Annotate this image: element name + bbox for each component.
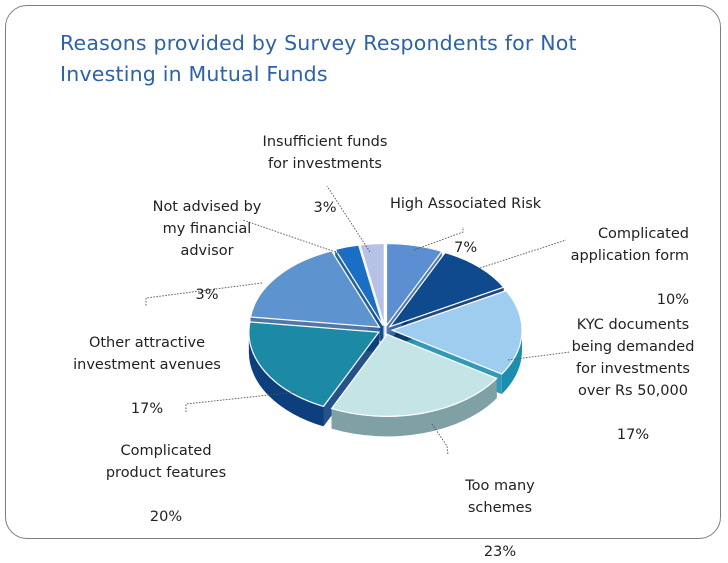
slice-label-value: 20% — [149, 509, 183, 525]
slice-label-kyc-documents: KYC documents being demanded for investm… — [567, 292, 699, 446]
leader-lines — [145, 185, 571, 456]
slice-label-other-investment-avenues: Other attractive investment avenues 17% — [62, 310, 232, 420]
pie-slice-kyc-documents — [390, 289, 523, 375]
leader-line-insufficient-funds — [326, 185, 371, 253]
pie-slice-insufficient-funds — [359, 242, 385, 326]
chart-title: Reasons provided by Survey Respondents f… — [60, 28, 680, 90]
leader-line-not-advised — [242, 219, 348, 257]
slice-label-too-many-schemes: Too many schemes 23% — [455, 453, 545, 563]
slice-label-text: KYC documents being demanded for investm… — [571, 317, 695, 399]
slice-label-value: 7% — [454, 240, 478, 256]
chart-title-line-2: Investing in Mutual Funds — [60, 62, 328, 86]
slice-label-text: Insufficient funds for investments — [262, 134, 388, 172]
slice-label-not-advised: Not advised by my financial advisor 3% — [140, 174, 274, 306]
pie-slice-not-advised — [334, 244, 384, 326]
pie-top-faces — [248, 242, 523, 417]
pie-slice-other-investment-avenues — [249, 250, 381, 328]
slice-label-high-associated-risk: High Associated Risk 7% — [390, 171, 541, 259]
pie-slice-complicated-application-form — [388, 251, 505, 328]
slice-label-value: 10% — [656, 292, 689, 308]
pie-wall-too-many-schemes — [331, 378, 497, 437]
slice-label-text: High Associated Risk — [390, 196, 542, 212]
pie-wall-complicated-product-features — [248, 332, 324, 427]
slice-label-complicated-product-features: Complicated product features 20% — [98, 418, 234, 528]
leader-line-complicated-product-features — [185, 391, 297, 412]
slice-label-text: Complicated product features — [105, 443, 227, 481]
slice-label-value: 17% — [130, 401, 164, 417]
pie-slice-too-many-schemes — [330, 333, 498, 417]
slice-label-complicated-application-form: Complicated application form 10% — [565, 201, 689, 311]
leader-line-high-associated-risk — [413, 227, 464, 251]
slice-label-text: Other attractive investment avenues — [73, 335, 221, 373]
slide-frame — [5, 5, 721, 539]
slice-label-value: 23% — [483, 544, 517, 560]
pie-slice-complicated-product-features — [248, 321, 380, 408]
slice-label-text: Complicated application form — [570, 226, 689, 264]
slice-label-value: 17% — [616, 427, 650, 443]
slice-label-text: Too many schemes — [465, 478, 535, 516]
slice-label-text: Not advised by my financial advisor — [152, 199, 262, 259]
leader-line-complicated-application-form — [479, 239, 567, 269]
slice-label-insufficient-funds: Insufficient funds for investments 3% — [250, 109, 400, 219]
pie-slice-high-associated-risk — [385, 242, 443, 328]
slice-label-value: 3% — [195, 287, 219, 303]
slice-label-value: 3% — [313, 200, 337, 216]
chart-title-line-1: Reasons provided by Survey Respondents f… — [60, 31, 577, 55]
pie-chart — [145, 185, 571, 456]
leader-line-kyc-documents — [507, 351, 571, 361]
